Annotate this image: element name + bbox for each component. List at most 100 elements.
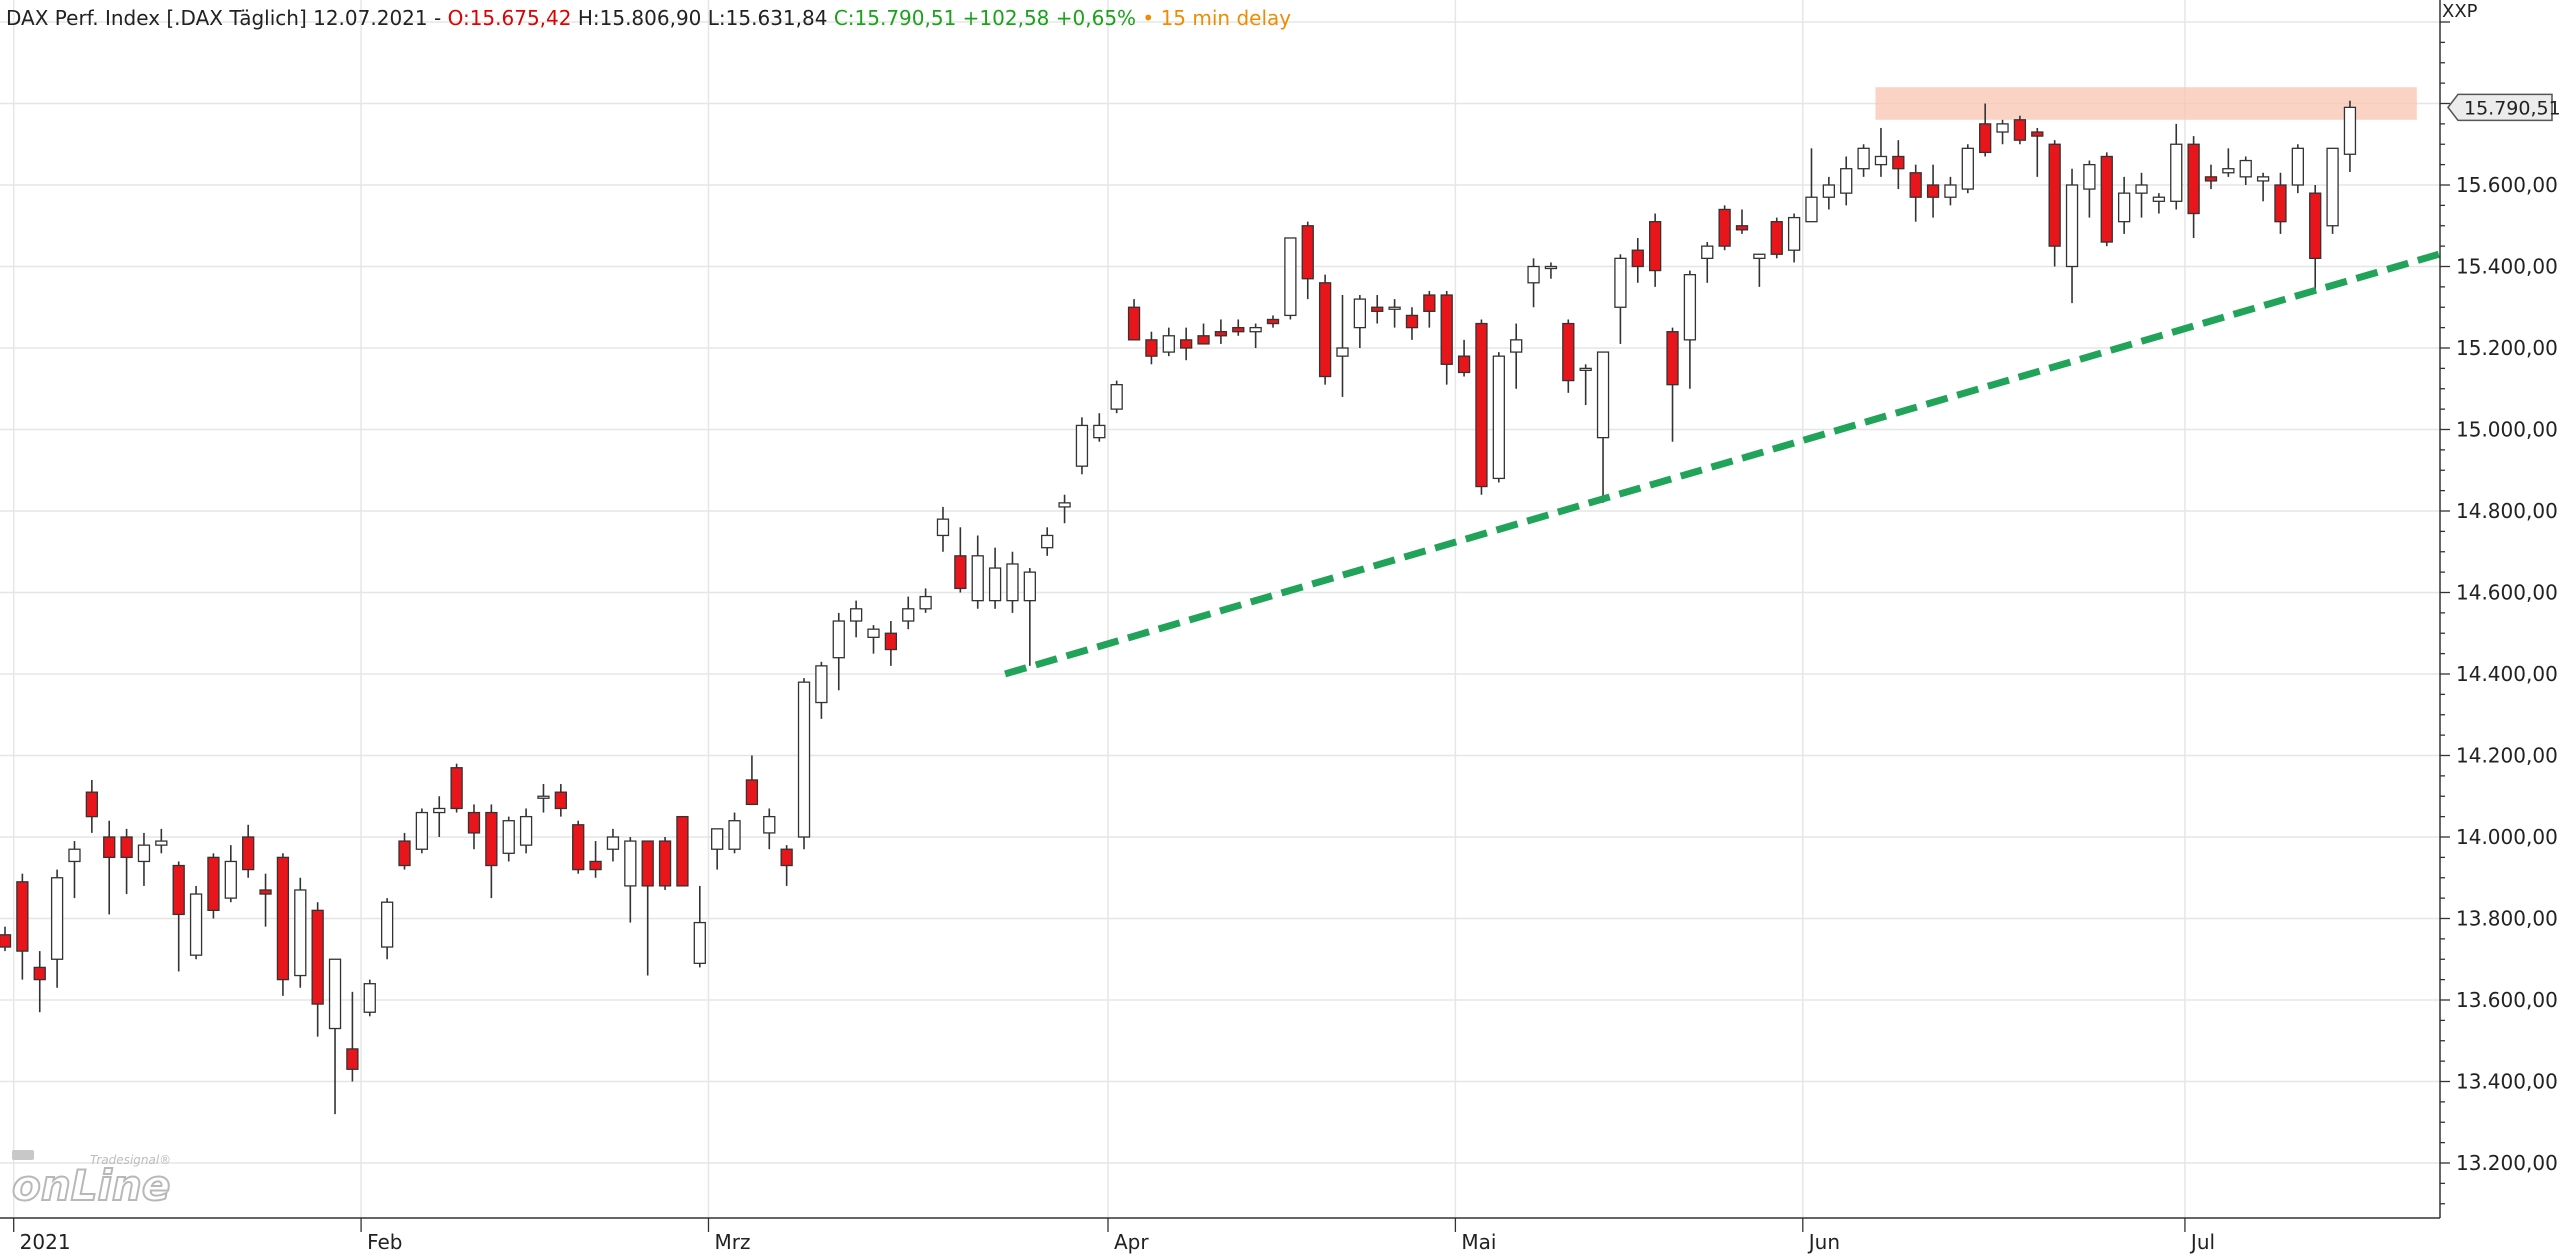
candle <box>1127 299 1141 341</box>
candle <box>259 873 272 927</box>
candle-body-up <box>1701 245 1714 260</box>
candle <box>1701 242 1714 283</box>
candle <box>2152 193 2166 214</box>
candle-body-up <box>1353 298 1367 329</box>
candle <box>363 979 376 1017</box>
price-tick-label: 13.200,00 <box>2456 1151 2558 1175</box>
candle-body-down <box>311 909 324 1005</box>
candle-body-up <box>50 877 64 960</box>
candle <box>1596 351 1610 503</box>
candle <box>155 828 168 854</box>
candle-body-down <box>1457 355 1471 374</box>
candle-body-up <box>189 893 203 956</box>
candle <box>450 763 463 813</box>
candle-body-up <box>1110 384 1123 410</box>
candle-body-down <box>676 815 689 887</box>
candle-body-down <box>120 836 133 859</box>
candle-body-down <box>0 934 12 948</box>
candle-body-down <box>1232 326 1245 333</box>
time-tick-label: Apr <box>1114 1230 1149 1254</box>
candle <box>2135 172 2148 218</box>
candle <box>398 832 411 870</box>
candle-body-up <box>1492 355 1505 480</box>
candle-body-up <box>1683 273 1697 341</box>
candle <box>502 816 515 862</box>
delay-notice: • 15 min delay <box>1142 6 1292 30</box>
candle <box>763 808 776 850</box>
candle-body-up <box>294 889 307 977</box>
candle-body-up <box>1041 534 1054 549</box>
tradesignal-online-logo: Tradesignal® onLine <box>11 1150 171 1211</box>
candle <box>2187 136 2200 238</box>
candle <box>50 869 64 988</box>
candle-body-up <box>2117 192 2131 223</box>
candle <box>1753 253 1766 287</box>
candle-body-down <box>2204 176 2218 182</box>
candle-body-up <box>1544 265 1558 270</box>
candle <box>1909 164 1922 222</box>
candle-body-down <box>1405 314 1419 329</box>
candle <box>328 958 342 1115</box>
candle <box>1979 103 1992 157</box>
candle <box>311 902 324 1037</box>
candle <box>537 784 550 813</box>
candle-body-up <box>693 921 706 964</box>
candle-body-down <box>884 632 898 651</box>
candle <box>1318 274 1332 385</box>
candle-body-up <box>1822 184 1835 198</box>
candle <box>2048 140 2061 267</box>
candle-body-up <box>380 901 394 948</box>
candle-body-up <box>1058 502 1071 508</box>
candles-layer <box>0 100 2357 1115</box>
candle-body-down <box>1735 225 1749 231</box>
candle <box>867 625 880 654</box>
candle-body-up <box>155 840 168 846</box>
candle <box>172 861 185 972</box>
candle-body-up <box>624 840 637 887</box>
candle <box>988 547 1002 609</box>
candle <box>276 853 290 996</box>
candle <box>1440 290 1453 385</box>
candle-body-up <box>815 665 828 704</box>
candle <box>1527 258 1540 308</box>
candle-body-up <box>797 681 811 838</box>
candle-body-down <box>207 856 220 911</box>
candle-body-up <box>68 848 81 863</box>
candle <box>606 828 620 862</box>
price-tick-label: 15.600,00 <box>2456 173 2558 197</box>
candle <box>1579 364 1592 406</box>
candle <box>294 877 307 988</box>
candle <box>1405 307 1419 340</box>
candle-body-up <box>2065 184 2079 268</box>
candle <box>2065 168 2079 304</box>
candle <box>103 820 116 915</box>
close-value: C:15.790,51 +102,58 +0,65% <box>833 6 1137 30</box>
candle <box>572 820 585 874</box>
logo-mark <box>12 1150 34 1160</box>
candle <box>1214 319 1228 344</box>
candle-body-down <box>346 1048 359 1070</box>
candle <box>1840 156 1853 206</box>
candle <box>189 885 203 960</box>
candle-body-up <box>971 555 984 602</box>
candle <box>2170 123 2183 210</box>
candle <box>2291 144 2304 194</box>
candle-body-up <box>2083 163 2096 190</box>
candle <box>1892 140 1905 190</box>
candle <box>1041 527 1054 556</box>
resistance-zone-layer <box>1875 87 2417 120</box>
candle-body-down <box>1197 335 1210 345</box>
last-price-badge-text: 15.790,51 <box>2464 97 2560 119</box>
candle <box>1996 119 2009 145</box>
candle-body-up <box>849 608 863 622</box>
candle <box>433 796 446 837</box>
candle-body-down <box>1909 172 1922 198</box>
candle <box>415 808 429 854</box>
logo-big-text: onLine <box>12 1161 170 1210</box>
resistance-zone <box>1875 87 2417 120</box>
candle <box>85 779 98 833</box>
candle-body-down <box>467 811 481 834</box>
candle <box>954 527 967 593</box>
candle-body-up <box>2291 147 2304 186</box>
